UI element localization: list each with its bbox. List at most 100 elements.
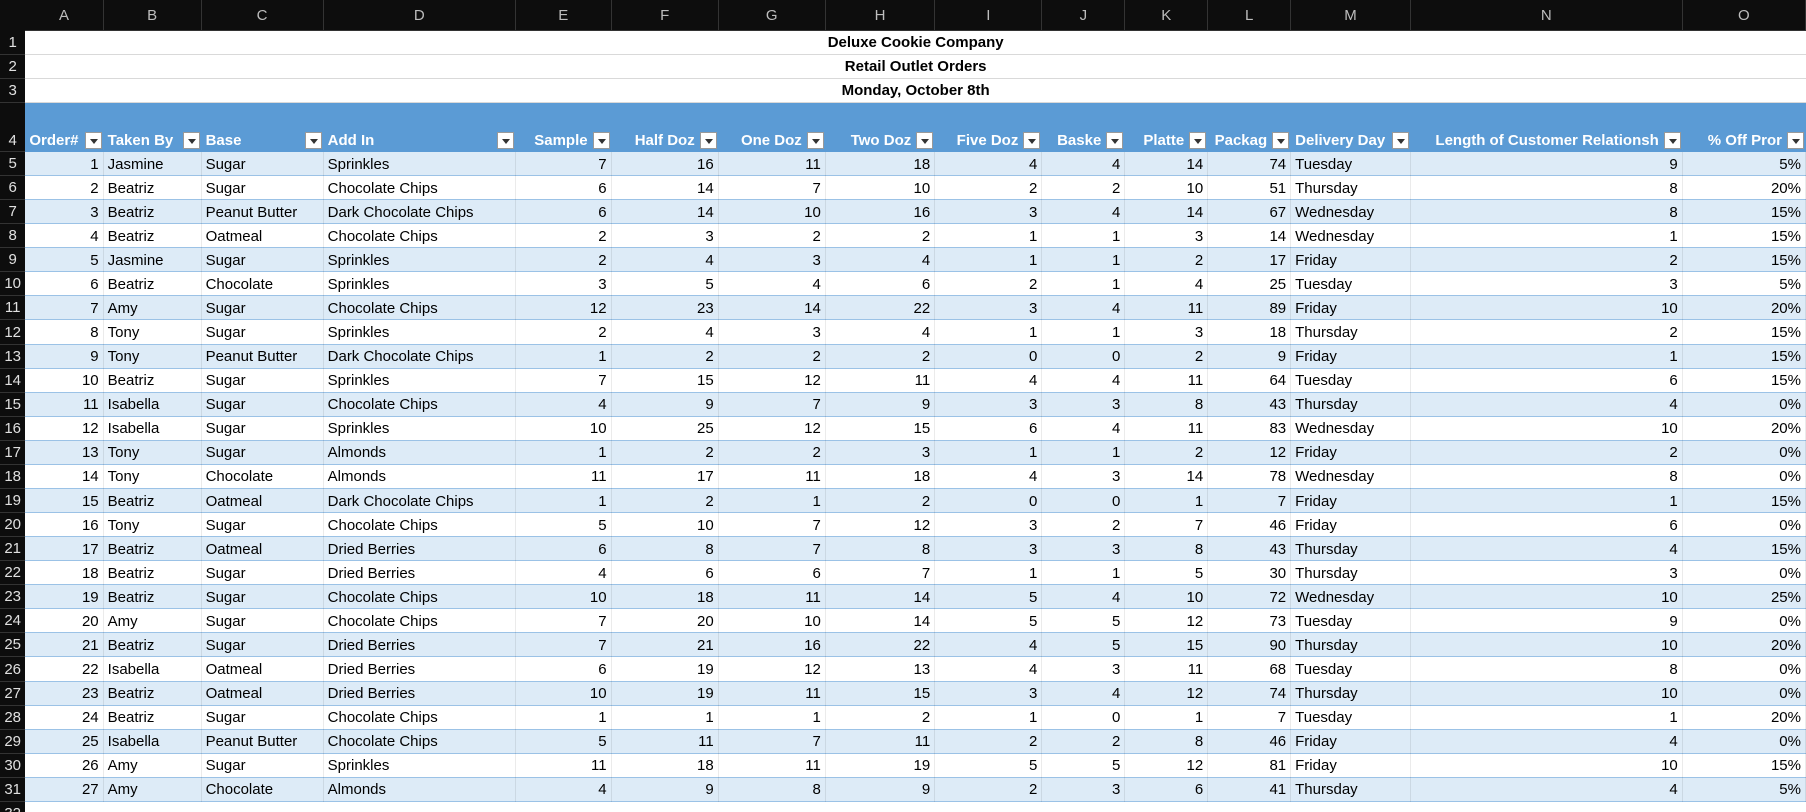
- cell[interactable]: 3: [826, 440, 936, 465]
- cell[interactable]: 0%: [1683, 657, 1806, 682]
- cell[interactable]: 23: [612, 296, 719, 321]
- cell[interactable]: Friday: [1291, 248, 1411, 273]
- row-number[interactable]: 11: [0, 296, 26, 321]
- cell[interactable]: 4: [935, 152, 1043, 177]
- cell[interactable]: 0: [935, 488, 1043, 514]
- cell[interactable]: 4: [1411, 537, 1683, 562]
- cell[interactable]: Chocolate: [202, 464, 324, 489]
- cell[interactable]: 25: [612, 416, 719, 441]
- cell[interactable]: Thursday: [1291, 537, 1411, 562]
- cell[interactable]: Sprinkles: [324, 272, 516, 297]
- cell[interactable]: 11: [612, 729, 719, 754]
- cell[interactable]: 3: [1042, 464, 1126, 489]
- cell[interactable]: 14: [612, 176, 719, 201]
- cell[interactable]: 3: [516, 272, 612, 297]
- cell[interactable]: 9: [25, 344, 104, 369]
- cell[interactable]: 1: [1411, 488, 1683, 514]
- cell[interactable]: Sprinkles: [324, 320, 516, 345]
- cell[interactable]: 3: [935, 296, 1043, 321]
- cell[interactable]: Chocolate Chips: [324, 392, 516, 417]
- row-number[interactable]: 12: [0, 320, 26, 345]
- cell[interactable]: 1: [1125, 488, 1209, 514]
- cell[interactable]: Friday: [1291, 296, 1411, 321]
- cell[interactable]: 4: [826, 248, 936, 273]
- cell[interactable]: 7: [1125, 513, 1209, 538]
- cell[interactable]: 16: [612, 152, 719, 177]
- cell[interactable]: 5%: [1683, 152, 1806, 177]
- cell[interactable]: 2: [612, 488, 719, 514]
- column-letter[interactable]: I: [935, 0, 1043, 31]
- cell[interactable]: 5: [1125, 561, 1209, 586]
- filter-button[interactable]: [1106, 132, 1124, 149]
- cell[interactable]: 1: [25, 152, 104, 177]
- cell[interactable]: 10: [1411, 681, 1683, 706]
- row-number[interactable]: 25: [0, 633, 26, 658]
- cell[interactable]: Thursday: [1291, 633, 1411, 658]
- cell[interactable]: 3: [935, 681, 1043, 706]
- cell[interactable]: Friday: [1291, 729, 1411, 754]
- column-letter[interactable]: B: [103, 0, 202, 31]
- row-number[interactable]: 9: [0, 248, 26, 273]
- cell[interactable]: Dried Berries: [324, 657, 516, 682]
- cell[interactable]: Dried Berries: [324, 537, 516, 562]
- cell[interactable]: 5: [516, 729, 612, 754]
- cell[interactable]: 7: [719, 729, 826, 754]
- cell[interactable]: Wednesday: [1291, 416, 1411, 441]
- cell[interactable]: 2: [1411, 440, 1683, 465]
- column-letter[interactable]: J: [1042, 0, 1126, 31]
- cell[interactable]: 15%: [1683, 200, 1806, 225]
- cell[interactable]: Chocolate Chips: [324, 609, 516, 634]
- cell[interactable]: 9: [1208, 344, 1292, 369]
- cell[interactable]: Sugar: [202, 416, 324, 441]
- cell[interactable]: 20: [25, 609, 104, 634]
- cell[interactable]: 9: [612, 777, 719, 802]
- row-number[interactable]: 24: [0, 609, 26, 634]
- cell[interactable]: 43: [1208, 392, 1292, 417]
- cell[interactable]: Dried Berries: [324, 633, 516, 658]
- row-number[interactable]: 4: [0, 103, 26, 152]
- cell[interactable]: 18: [612, 753, 719, 778]
- cell[interactable]: 4: [935, 657, 1043, 682]
- cell[interactable]: 3: [719, 248, 826, 273]
- cell[interactable]: 12: [719, 368, 826, 393]
- cell[interactable]: 10: [1411, 585, 1683, 610]
- cell[interactable]: 83: [1208, 416, 1292, 441]
- cell[interactable]: 89: [1208, 296, 1292, 321]
- cell[interactable]: 3: [612, 224, 719, 249]
- cell[interactable]: 4: [935, 368, 1043, 393]
- cell[interactable]: Tuesday: [1291, 368, 1411, 393]
- cell[interactable]: Peanut Butter: [202, 729, 324, 754]
- cell[interactable]: 6: [1125, 777, 1209, 802]
- cell[interactable]: 3: [935, 537, 1043, 562]
- cell[interactable]: 15%: [1683, 368, 1806, 393]
- cell[interactable]: 15%: [1683, 248, 1806, 273]
- cell[interactable]: 10: [719, 609, 826, 634]
- column-letter[interactable]: F: [611, 0, 719, 31]
- cell[interactable]: Amy: [104, 609, 202, 634]
- cell[interactable]: 9: [826, 777, 936, 802]
- cell[interactable]: 25: [25, 729, 104, 754]
- cell[interactable]: 2: [1125, 248, 1209, 273]
- cell[interactable]: 4: [1042, 200, 1126, 225]
- cell[interactable]: Thursday: [1291, 561, 1411, 586]
- cell[interactable]: 0%: [1683, 440, 1806, 465]
- column-letter[interactable]: O: [1682, 0, 1806, 31]
- cell[interactable]: 5%: [1683, 777, 1806, 802]
- cell[interactable]: Friday: [1291, 513, 1411, 538]
- cell[interactable]: 4: [1042, 368, 1126, 393]
- cell[interactable]: 7: [719, 513, 826, 538]
- cell[interactable]: 1: [1042, 248, 1126, 273]
- filter-button[interactable]: [699, 132, 717, 149]
- cell[interactable]: 8: [1125, 729, 1209, 754]
- cell[interactable]: 2: [1125, 440, 1209, 465]
- column-letter[interactable]: G: [718, 0, 826, 31]
- row-number[interactable]: 6: [0, 176, 26, 201]
- cell[interactable]: 14: [1125, 152, 1209, 177]
- row-number[interactable]: 16: [0, 416, 26, 441]
- cell[interactable]: Wednesday: [1291, 585, 1411, 610]
- cell[interactable]: 16: [25, 513, 104, 538]
- cell[interactable]: 5: [516, 513, 612, 538]
- cell[interactable]: 20%: [1683, 705, 1806, 730]
- cell[interactable]: 0: [1042, 705, 1126, 730]
- cell[interactable]: 4: [1411, 392, 1683, 417]
